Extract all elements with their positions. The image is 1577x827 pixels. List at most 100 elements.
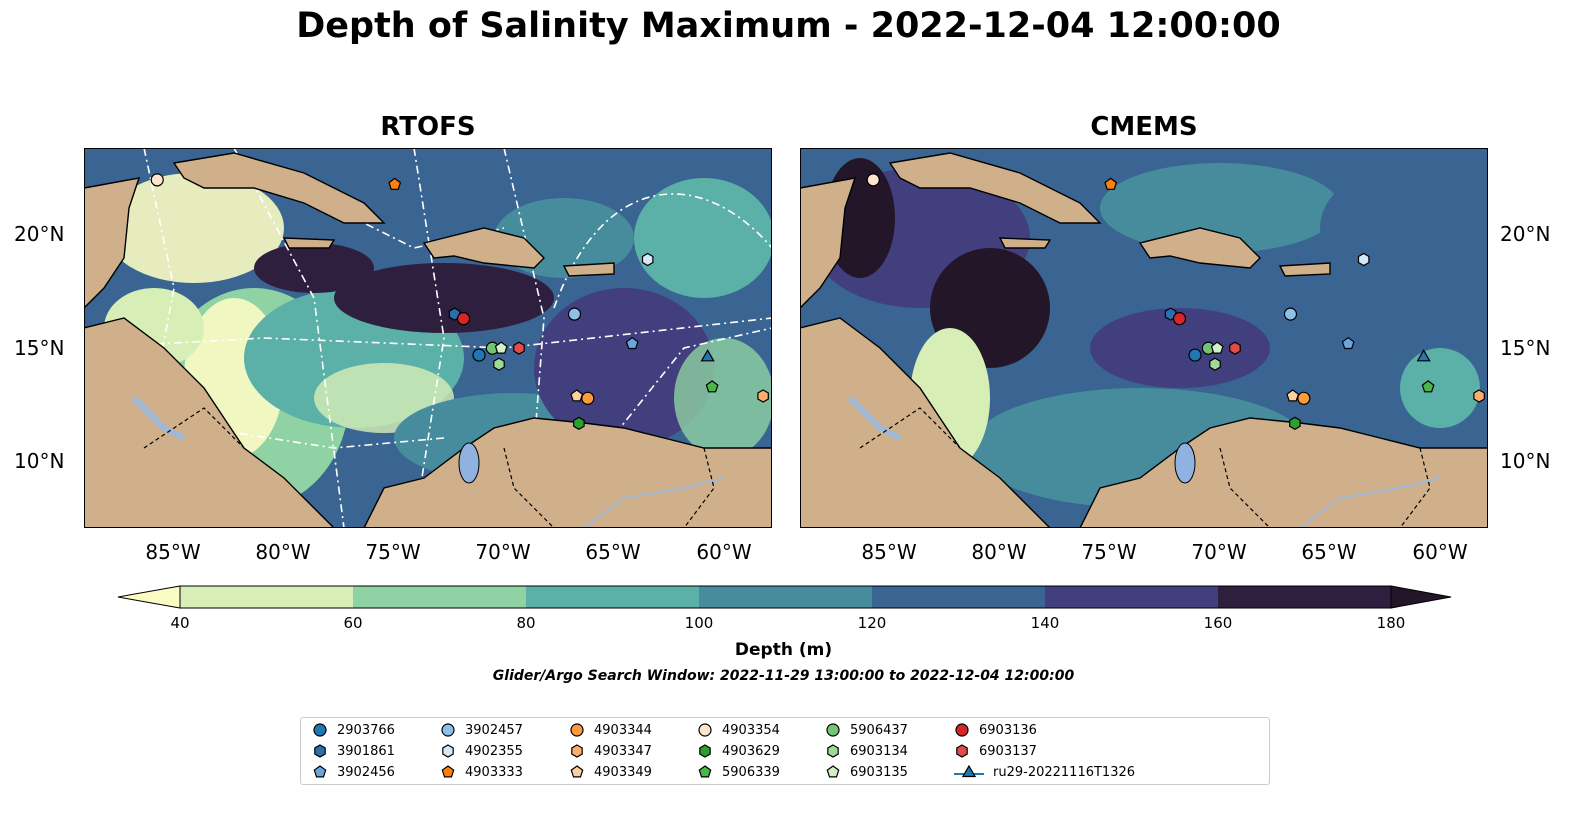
legend-item: 4902355 bbox=[439, 742, 523, 760]
marker-6903134 bbox=[1209, 357, 1221, 371]
marker-6903134 bbox=[493, 357, 505, 371]
lat-label-10n: 10°N bbox=[14, 449, 65, 473]
legend-marker-icon bbox=[570, 723, 584, 737]
marker-6903136 bbox=[1172, 312, 1187, 326]
lon-label-70w-right: 70°W bbox=[1191, 540, 1247, 564]
colorbar-tick: 40 bbox=[170, 614, 190, 632]
legend-item: 5906339 bbox=[696, 763, 780, 781]
legend-item: 3902456 bbox=[311, 763, 395, 781]
land bbox=[84, 152, 772, 528]
land bbox=[800, 152, 1488, 528]
colorbar-segment bbox=[526, 586, 699, 608]
marker-4902355 bbox=[641, 252, 654, 267]
legend-label: 6903135 bbox=[850, 764, 908, 780]
legend-item: ru29-20221116T1326 bbox=[953, 763, 1135, 781]
lon-label-80w-right: 80°W bbox=[971, 540, 1027, 564]
panel-title-cmems: CMEMS bbox=[1090, 112, 1198, 142]
legend-label: 4902355 bbox=[465, 743, 523, 759]
marker-4903333 bbox=[1104, 177, 1118, 190]
legend-marker-icon bbox=[314, 744, 326, 758]
marker-6903135 bbox=[1210, 341, 1224, 354]
marker-2903766 bbox=[1188, 348, 1202, 362]
marker-3902457 bbox=[567, 307, 582, 321]
colorbar-segment bbox=[180, 586, 353, 608]
colorbar-tick: 100 bbox=[684, 614, 714, 632]
lon-label-80w: 80°W bbox=[255, 540, 311, 564]
lon-label-60w: 60°W bbox=[696, 540, 752, 564]
legend-marker-icon bbox=[955, 723, 969, 737]
lat-label-10n-right: 10°N bbox=[1500, 449, 1551, 473]
legend-item: 6903135 bbox=[824, 763, 908, 781]
legend-item: 6903137 bbox=[953, 742, 1037, 760]
legend-label: 4903354 bbox=[722, 722, 780, 738]
lon-label-75w: 75°W bbox=[365, 540, 421, 564]
colorbar-tick: 180 bbox=[1376, 614, 1406, 632]
legend-marker-icon bbox=[571, 744, 583, 758]
marker-ru29-20221116T1326 bbox=[1416, 349, 1431, 362]
lon-label-75w-right: 75°W bbox=[1081, 540, 1137, 564]
lat-label-20n: 20°N bbox=[14, 222, 65, 246]
colorbar-tick: 120 bbox=[857, 614, 887, 632]
colorbar-segment bbox=[1045, 586, 1218, 608]
marker-4902355 bbox=[1357, 252, 1370, 267]
legend-marker-icon bbox=[698, 723, 712, 737]
lon-label-85w-right: 85°W bbox=[861, 540, 917, 564]
colorbar-segment bbox=[699, 586, 872, 608]
depth-field-cmems bbox=[800, 158, 1480, 528]
marker-4903347 bbox=[1473, 389, 1485, 403]
legend-marker-icon bbox=[954, 764, 984, 778]
legend-item: 4903344 bbox=[568, 721, 652, 739]
colorbar-label: Depth (m) bbox=[734, 640, 833, 660]
colorbar-tick: 160 bbox=[1203, 614, 1233, 632]
panel-title-rtofs: RTOFS bbox=[380, 112, 476, 142]
legend-label: ru29-20221116T1326 bbox=[993, 764, 1136, 780]
marker-2903766 bbox=[472, 348, 486, 362]
legend-item: 2903766 bbox=[311, 721, 395, 739]
legend-label: 4903344 bbox=[594, 722, 652, 738]
legend-label: 5906437 bbox=[850, 722, 908, 738]
colorbar-segment bbox=[353, 586, 526, 608]
marker-4903347 bbox=[757, 389, 769, 403]
legend-item: 4903629 bbox=[696, 742, 780, 760]
marker-6903137 bbox=[513, 341, 525, 355]
legend-marker-icon bbox=[313, 765, 327, 778]
legend-label: 4903333 bbox=[465, 764, 523, 780]
legend-item: 6903134 bbox=[824, 742, 908, 760]
marker-4903349 bbox=[570, 389, 584, 402]
marker-5906339 bbox=[705, 380, 719, 393]
colorbar-tick: 140 bbox=[1030, 614, 1060, 632]
colorbar-extend-high bbox=[1390, 585, 1452, 609]
depth-field-rtofs bbox=[84, 173, 772, 528]
legend-marker-icon bbox=[698, 765, 712, 778]
legend-label: 6903137 bbox=[979, 743, 1037, 759]
legend-marker-icon bbox=[441, 765, 455, 778]
legend-label: 6903136 bbox=[979, 722, 1037, 738]
legend-label: 3902457 bbox=[465, 722, 523, 738]
legend-label: 4903629 bbox=[722, 743, 780, 759]
legend-marker-icon bbox=[570, 765, 584, 778]
colorbar-segment bbox=[872, 586, 1045, 608]
marker-4903349 bbox=[1286, 389, 1300, 402]
marker-4903629 bbox=[1289, 416, 1301, 430]
main-title: Depth of Salinity Maximum - 2022-12-04 1… bbox=[296, 6, 1281, 46]
lat-label-15n: 15°N bbox=[14, 336, 65, 360]
legend-label: 3902456 bbox=[337, 764, 395, 780]
rivers-lakes bbox=[847, 395, 1441, 528]
colorbar-tick: 80 bbox=[516, 614, 536, 632]
legend-item: 4903354 bbox=[696, 721, 780, 739]
observation-markers bbox=[150, 173, 769, 430]
marker-4903354 bbox=[150, 173, 164, 187]
borders bbox=[143, 407, 715, 528]
marker-4903333 bbox=[388, 177, 402, 190]
colorbar-extend-low bbox=[117, 585, 181, 609]
legend-label: 4903347 bbox=[594, 743, 652, 759]
legend-label: 4903349 bbox=[594, 764, 652, 780]
legend: 2903766 3901861 3902456 3902457 4902355 49033… bbox=[300, 717, 1270, 785]
lat-label-20n-right: 20°N bbox=[1500, 222, 1551, 246]
legend-label: 3901861 bbox=[337, 743, 395, 759]
marker-ru29-20221116T1326 bbox=[700, 349, 715, 362]
legend-item: 4903347 bbox=[568, 742, 652, 760]
lon-label-70w: 70°W bbox=[475, 540, 531, 564]
colorbar bbox=[117, 585, 1452, 609]
colorbar-tick: 60 bbox=[343, 614, 363, 632]
